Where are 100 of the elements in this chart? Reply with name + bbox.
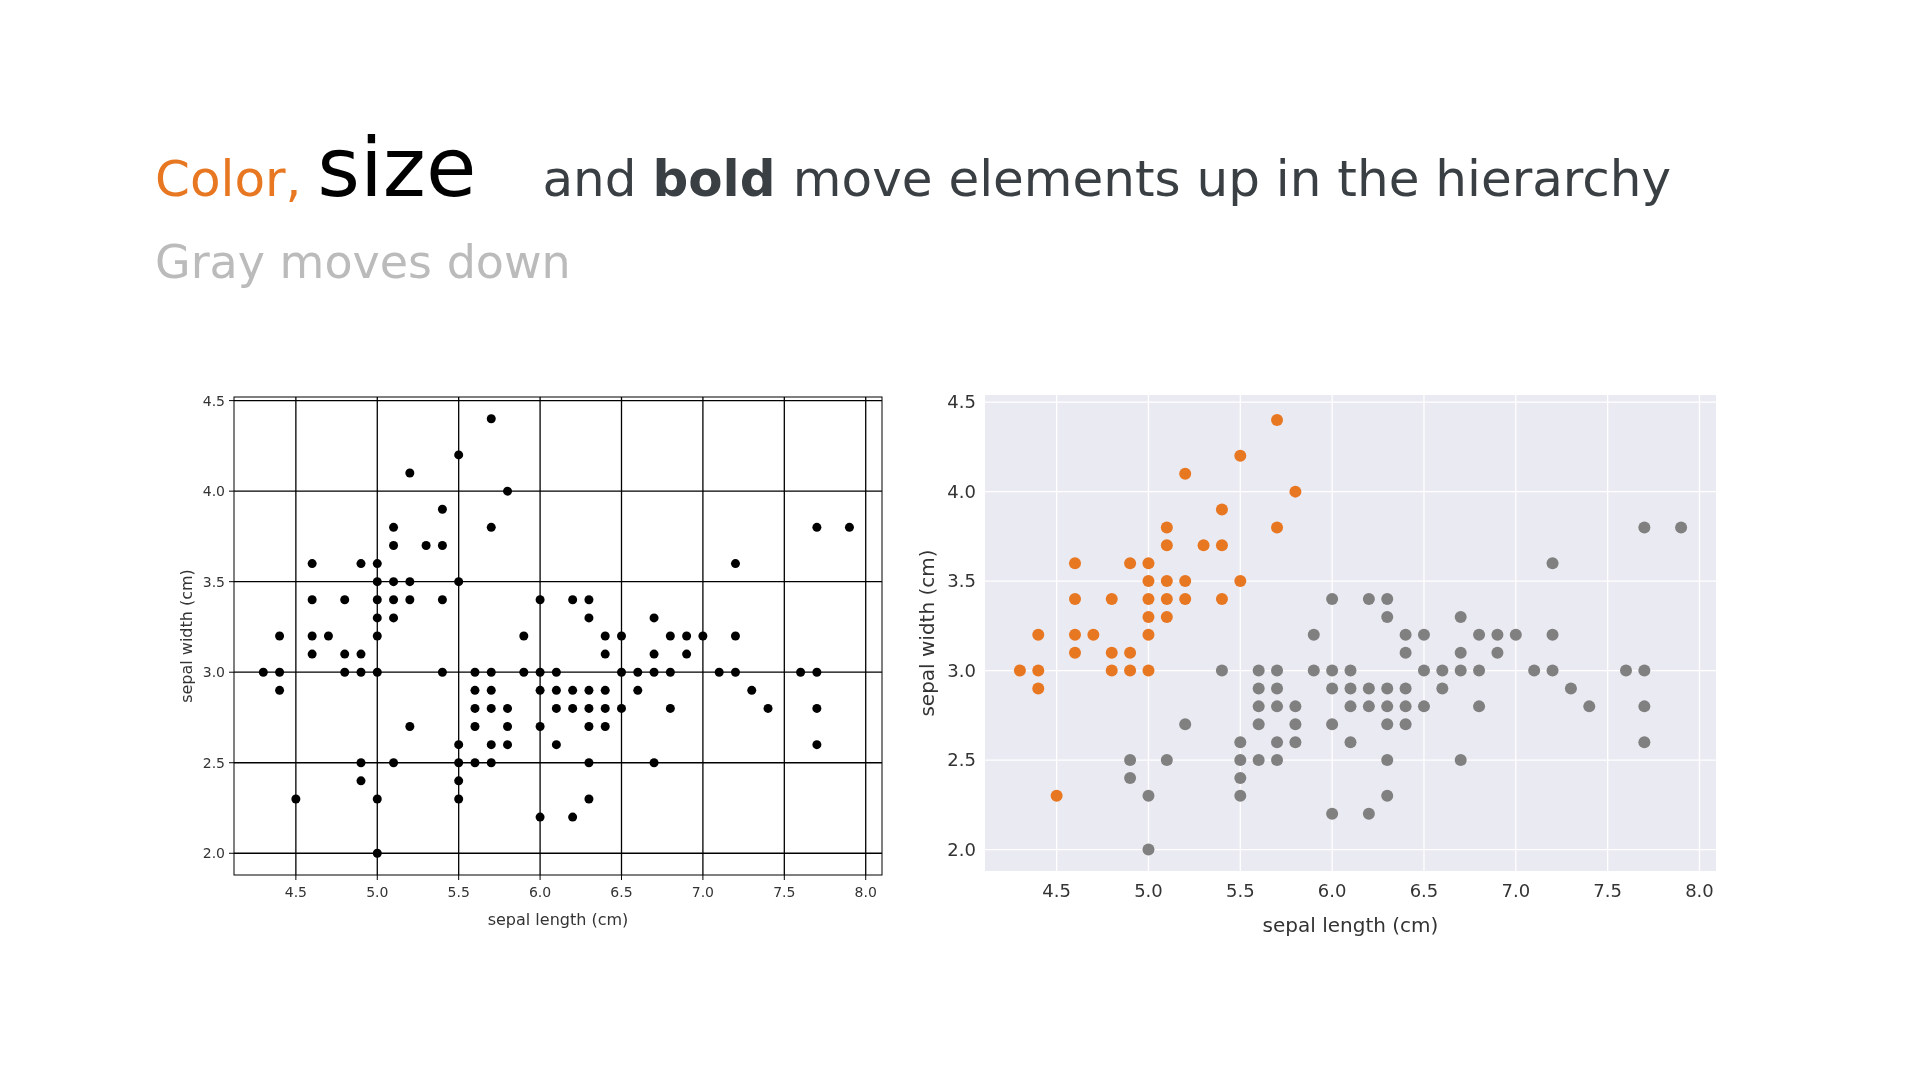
x-tick-label: 5.5 xyxy=(1225,880,1255,901)
point xyxy=(275,631,285,641)
point xyxy=(389,595,399,605)
y-tick-label: 4.5 xyxy=(202,392,225,409)
point xyxy=(1142,593,1155,605)
point xyxy=(1271,521,1284,534)
y-tick-label: 4.5 xyxy=(947,391,976,413)
y-axis-title: sepal width (cm) xyxy=(177,569,197,703)
point xyxy=(1179,575,1192,588)
x-tick-label: 5.5 xyxy=(447,884,470,900)
point xyxy=(372,613,382,623)
x-tick-label: 4.5 xyxy=(284,884,307,900)
y-tick-label: 4.0 xyxy=(202,483,225,500)
point xyxy=(1032,664,1045,677)
point xyxy=(372,559,382,569)
y-axis-title: sepal width (cm) xyxy=(914,549,939,717)
y-tick-label: 3.0 xyxy=(947,659,976,681)
point xyxy=(1197,539,1210,552)
point xyxy=(454,577,464,587)
point xyxy=(1032,628,1045,641)
point xyxy=(340,595,350,605)
x-axis-title: sepal length (cm) xyxy=(487,910,629,930)
point xyxy=(405,577,415,587)
point xyxy=(389,577,399,587)
point xyxy=(486,522,496,532)
point xyxy=(356,649,366,659)
point xyxy=(340,667,350,677)
point xyxy=(275,667,285,677)
point xyxy=(1142,610,1155,623)
x-tick-label: 4.5 xyxy=(1042,880,1071,901)
point xyxy=(372,577,382,587)
point xyxy=(389,540,399,550)
point xyxy=(1124,557,1137,570)
point xyxy=(1160,575,1173,588)
point xyxy=(372,667,382,677)
point xyxy=(1069,557,1081,570)
point xyxy=(1105,593,1118,605)
point xyxy=(372,595,382,605)
point xyxy=(1069,646,1081,659)
point xyxy=(454,450,464,460)
point xyxy=(437,595,447,605)
x-tick-label: 7.0 xyxy=(691,884,715,900)
x-tick-label: 6.5 xyxy=(610,884,633,900)
point xyxy=(307,631,317,641)
x-tick-label: 6.0 xyxy=(528,884,552,900)
point xyxy=(1160,539,1173,552)
y-tick-label: 3.5 xyxy=(947,570,976,592)
point xyxy=(1215,539,1228,552)
x-tick-label: 5.0 xyxy=(1134,880,1163,901)
point xyxy=(1160,593,1173,605)
y-tick-label: 2.5 xyxy=(202,754,225,771)
point xyxy=(389,613,399,623)
point xyxy=(1215,503,1228,516)
point xyxy=(1160,521,1173,534)
y-tick-label: 3.0 xyxy=(202,664,225,681)
point xyxy=(405,595,415,605)
point xyxy=(1234,575,1247,588)
point xyxy=(1179,467,1192,480)
x-tick-label: 7.5 xyxy=(773,884,796,900)
point xyxy=(1289,485,1302,498)
x-tick-label: 6.5 xyxy=(1409,880,1439,901)
point xyxy=(275,685,285,695)
y-tick-label: 3.5 xyxy=(202,573,225,590)
point xyxy=(389,522,399,532)
point xyxy=(1142,664,1155,677)
point xyxy=(437,504,447,514)
point xyxy=(356,667,366,677)
x-tick-label: 8.0 xyxy=(854,884,877,900)
point xyxy=(1013,664,1026,677)
point xyxy=(1179,593,1192,605)
y-tick-label: 2.5 xyxy=(947,749,976,771)
point xyxy=(340,649,350,659)
point xyxy=(1124,646,1137,659)
point xyxy=(1032,682,1045,695)
point xyxy=(291,794,301,804)
point xyxy=(1124,664,1137,677)
point xyxy=(1160,610,1173,623)
x-tick-label: 7.5 xyxy=(1593,880,1622,901)
point xyxy=(1142,557,1155,570)
point xyxy=(356,559,366,569)
point xyxy=(503,486,513,496)
x-tick-label: 5.0 xyxy=(366,884,389,900)
point xyxy=(1142,628,1155,641)
y-tick-label: 2.0 xyxy=(947,838,976,860)
x-tick-label: 8.0 xyxy=(1685,880,1714,901)
y-tick-label: 2.0 xyxy=(202,845,225,862)
point xyxy=(1271,414,1284,427)
point xyxy=(1215,593,1228,605)
x-axis-title: sepal length (cm) xyxy=(1262,912,1439,937)
point xyxy=(421,540,431,550)
point xyxy=(1069,593,1081,605)
point xyxy=(437,540,447,550)
point xyxy=(1087,628,1100,641)
point xyxy=(1142,575,1155,588)
point xyxy=(372,631,382,641)
point xyxy=(486,414,496,424)
x-tick-label: 7.0 xyxy=(1501,880,1531,901)
x-tick-label: 6.0 xyxy=(1317,880,1347,901)
point xyxy=(1105,664,1118,677)
point xyxy=(323,631,333,641)
